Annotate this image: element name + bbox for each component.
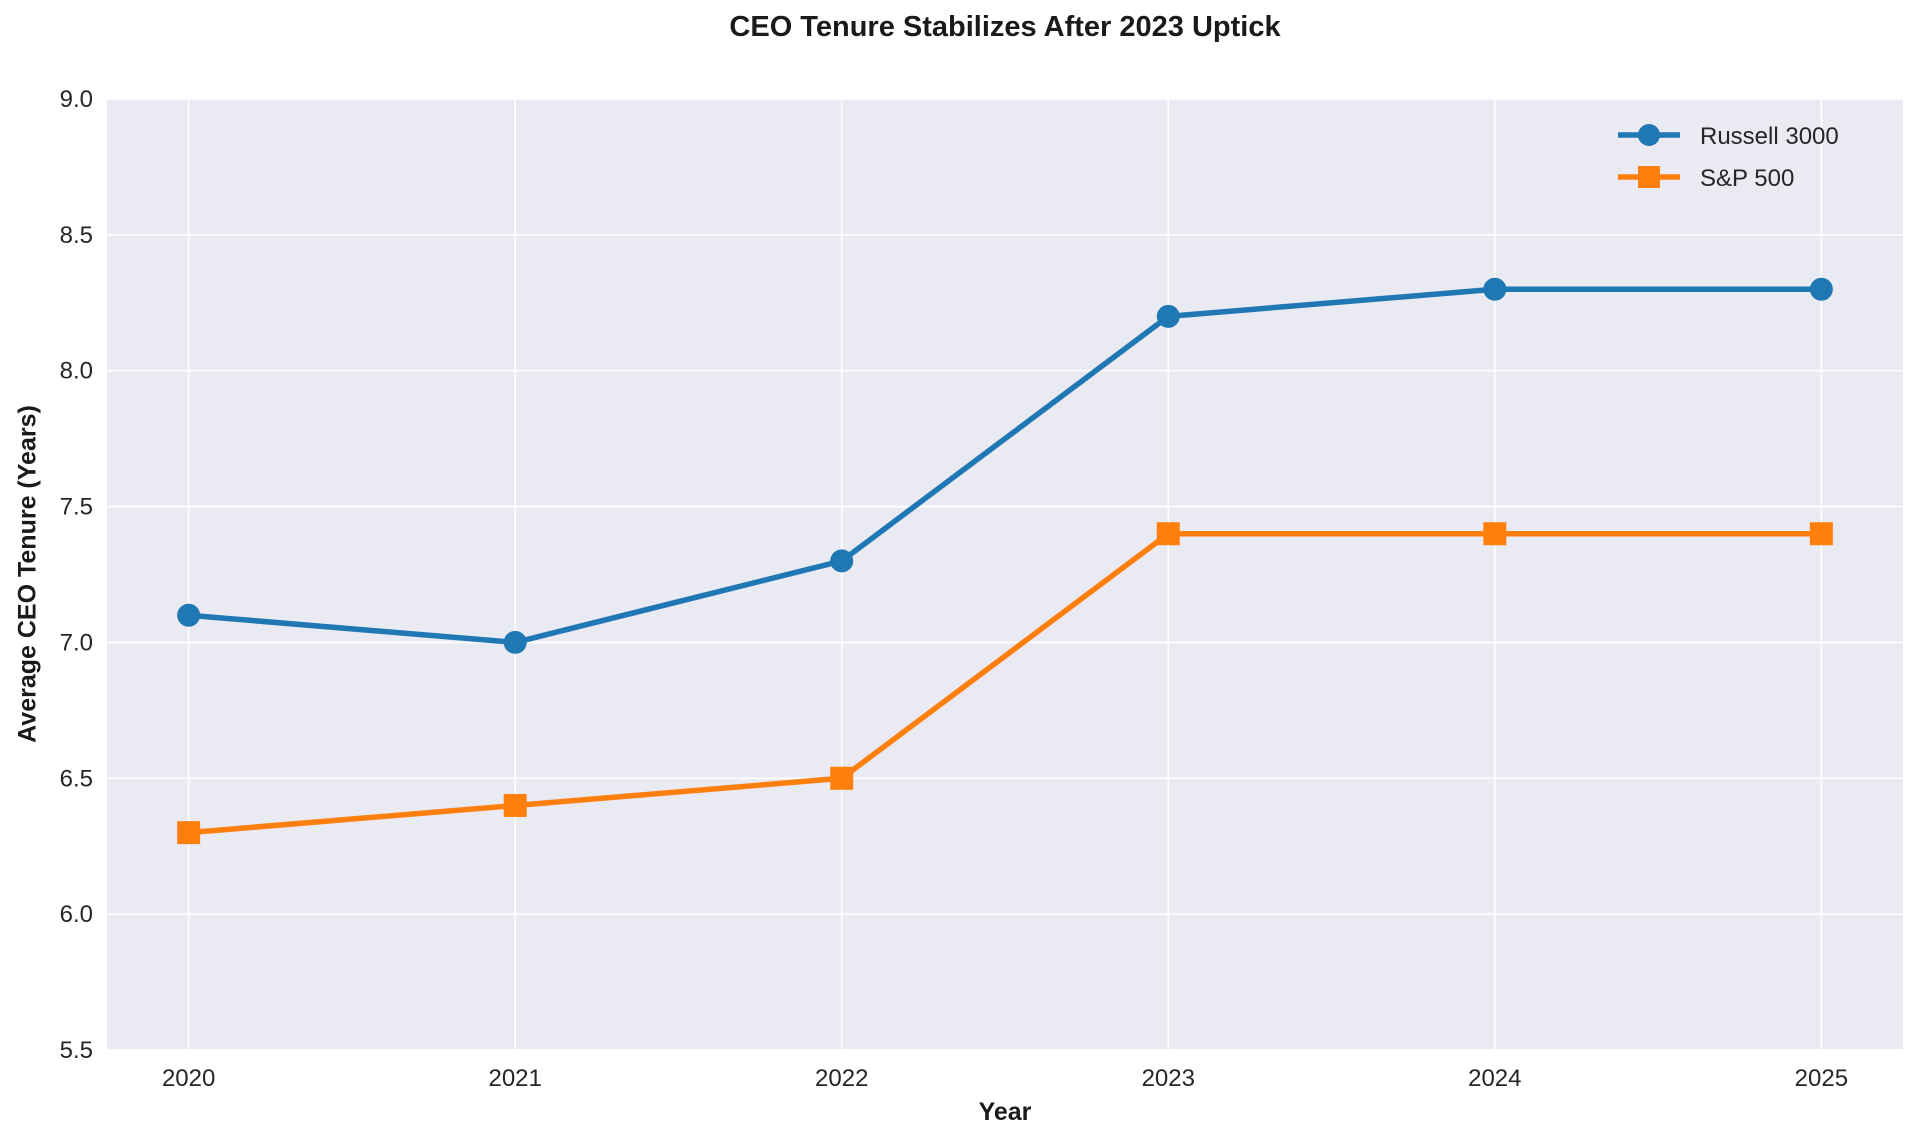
- plot-area: [107, 99, 1903, 1050]
- gridlines: [107, 98, 1903, 1051]
- y-tick-label: 8.0: [60, 358, 93, 385]
- series-line: [188, 530, 1822, 836]
- data-point-marker: [1809, 522, 1833, 546]
- data-point-marker: [1483, 277, 1507, 301]
- x-tick-label: 2025: [1795, 1065, 1848, 1092]
- series-russell-3000: [177, 277, 1833, 654]
- legend-marker-glyph: [1618, 165, 1680, 188]
- data-point-marker: [1483, 522, 1507, 546]
- x-tick-label: 2021: [488, 1065, 541, 1092]
- data-point-marker: [1156, 304, 1180, 328]
- legend-line-square-icon: [1616, 162, 1682, 197]
- x-tick-label: 2022: [815, 1065, 868, 1092]
- y-tick-label: 6.0: [60, 901, 93, 928]
- tick-labels: 2020 2021 2022 2023 2024 2025 5.5 6.0 6.5 7.0 7.5 8…: [60, 86, 1848, 1092]
- legend-line-circle-icon: [1616, 120, 1682, 155]
- data-point-marker: [1809, 277, 1833, 301]
- data-point-marker: [177, 603, 201, 627]
- y-tick-label: 7.5: [60, 494, 93, 521]
- data-point-marker: [1156, 522, 1180, 546]
- legend-item-russell-3000: Russell 3000: [1616, 116, 1839, 158]
- legend-label: Russell 3000: [1700, 123, 1839, 150]
- data-point-marker: [503, 793, 527, 817]
- x-tick-label: 2020: [162, 1065, 215, 1092]
- y-tick-label: 6.5: [60, 765, 93, 792]
- chart-title: CEO Tenure Stabilizes After 2023 Uptick: [729, 11, 1281, 43]
- y-tick-label: 7.0: [60, 629, 93, 656]
- x-axis-label: Year: [978, 1098, 1032, 1126]
- x-tick-label: 2023: [1142, 1065, 1195, 1092]
- data-point-marker: [503, 630, 527, 654]
- series-line: [188, 286, 1822, 646]
- legend: Russell 3000 S&P 500: [1616, 116, 1839, 200]
- data-point-marker: [830, 549, 854, 573]
- y-axis-label: Average CEO Tenure (Years): [13, 405, 42, 743]
- y-tick-label: 9.0: [60, 86, 93, 113]
- data-point-marker: [177, 821, 201, 845]
- data-point-marker: [830, 766, 854, 790]
- x-tick-label: 2024: [1468, 1065, 1521, 1092]
- series-s-p-500: [177, 522, 1833, 845]
- legend-marker-glyph: [1618, 123, 1680, 146]
- y-tick-label: 5.5: [60, 1037, 93, 1064]
- y-tick-label: 8.5: [60, 222, 93, 249]
- legend-label: S&P 500: [1700, 165, 1795, 192]
- legend-item-sp-500: S&P 500: [1616, 158, 1839, 200]
